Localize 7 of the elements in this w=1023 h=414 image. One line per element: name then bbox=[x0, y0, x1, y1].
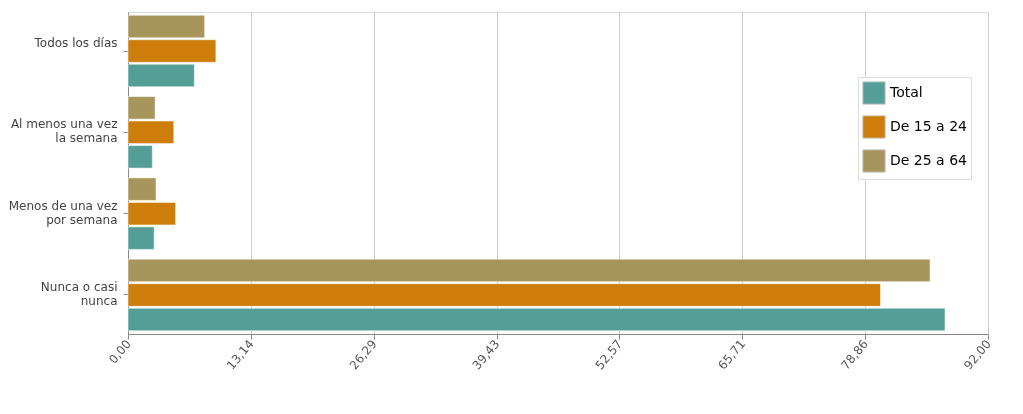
y-tick-label: Todos los días bbox=[33, 36, 118, 51]
y-tick-label: Al menos una vez la semana bbox=[10, 117, 118, 146]
y-tick-label: Nunca o casi nunca bbox=[40, 279, 118, 308]
legend-label: Total bbox=[889, 84, 923, 100]
y-tick-label: Menos de una vez por semana bbox=[8, 198, 118, 227]
legend-label: De 15 a 24 bbox=[890, 118, 968, 134]
legend-label: De 25 a 64 bbox=[890, 152, 968, 168]
